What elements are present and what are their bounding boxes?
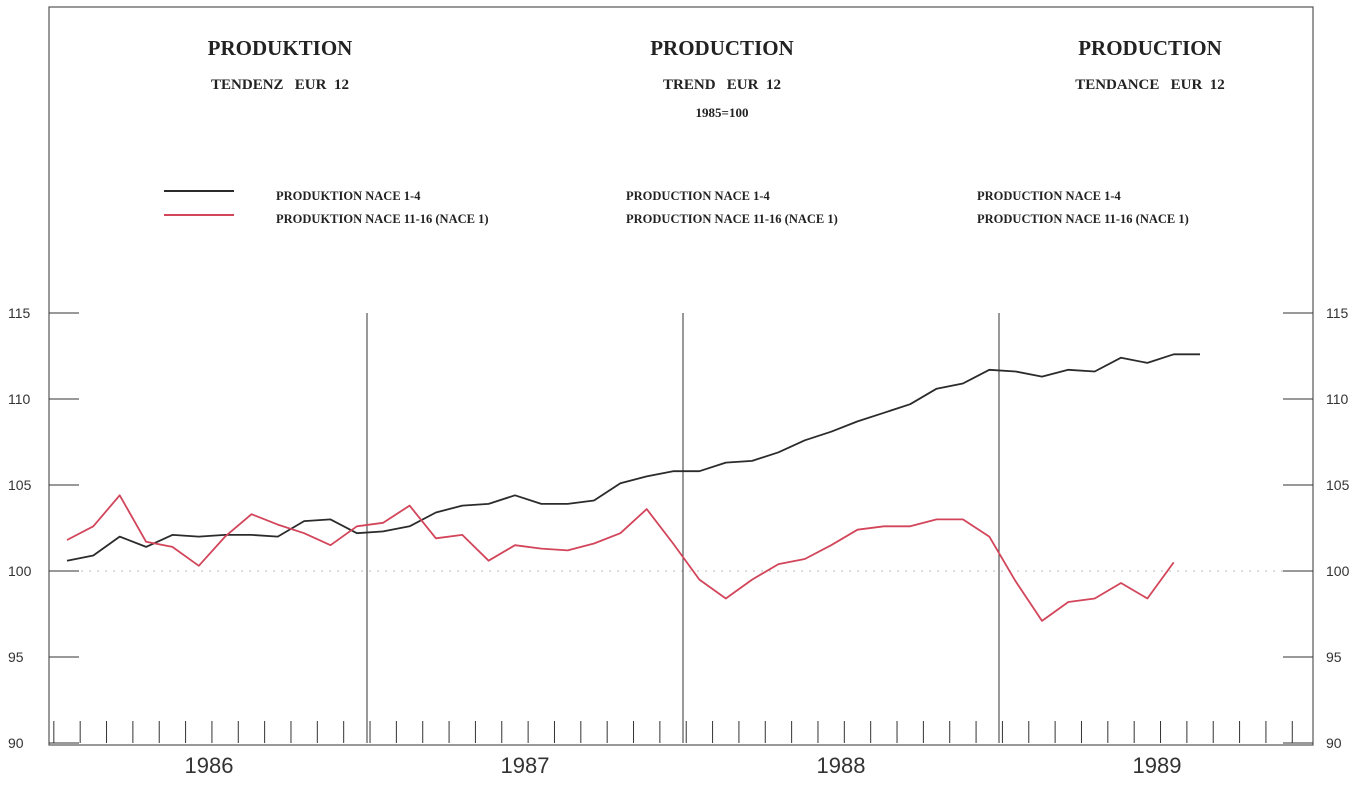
y-tick-label-right: 100	[1326, 563, 1350, 579]
series-line-1	[66, 353, 1200, 562]
y-tick-label-left: 100	[8, 563, 32, 579]
y-tick-label-right: 95	[1326, 649, 1342, 665]
legend-de-series2: PRODUKTION NACE 11-16 (NACE 1)	[276, 212, 489, 226]
subtitle-de: TENDENZ EUR 12	[211, 77, 349, 93]
legend-en-series1: PRODUCTION NACE 1-4	[626, 189, 771, 203]
x-year-label: 1989	[1133, 753, 1182, 778]
y-tick-label-left: 110	[8, 391, 31, 407]
series-line-2	[66, 494, 1175, 622]
legend-fr-series1: PRODUCTION NACE 1-4	[977, 189, 1122, 203]
legend-de-series1: PRODUKTION NACE 1-4	[276, 189, 421, 203]
x-year-label: 1988	[817, 753, 866, 778]
y-tick-label-left: 90	[8, 735, 24, 751]
y-tick-label-right: 115	[1326, 305, 1349, 321]
y-tick-label-right: 105	[1326, 477, 1350, 493]
title-en: PRODUCTION	[650, 36, 794, 60]
subtitle-fr: TENDANCE EUR 12	[1075, 77, 1225, 93]
subtitle-en: TREND EUR 12	[663, 77, 781, 93]
legend-fr-series2: PRODUCTION NACE 11-16 (NACE 1)	[977, 212, 1189, 226]
y-tick-label-left: 105	[8, 477, 32, 493]
plot-area: 90 90 95 95 100 100 105 105 110 110 115 115 1986 1987…	[8, 305, 1350, 778]
series-layer	[66, 353, 1200, 622]
x-year-label: 1987	[501, 753, 550, 778]
base-year-label: 1985=100	[696, 105, 749, 120]
y-tick-label-left: 115	[8, 305, 31, 321]
title-de: PRODUKTION	[208, 36, 353, 60]
y-tick-label-left: 95	[8, 649, 24, 665]
y-tick-label-right: 90	[1326, 735, 1342, 751]
y-tick-label-right: 110	[1326, 391, 1349, 407]
x-year-label: 1986	[185, 753, 234, 778]
title-fr: PRODUCTION	[1078, 36, 1222, 60]
chart-frame	[48, 6, 1314, 746]
legend-en-series2: PRODUCTION NACE 11-16 (NACE 1)	[626, 212, 838, 226]
